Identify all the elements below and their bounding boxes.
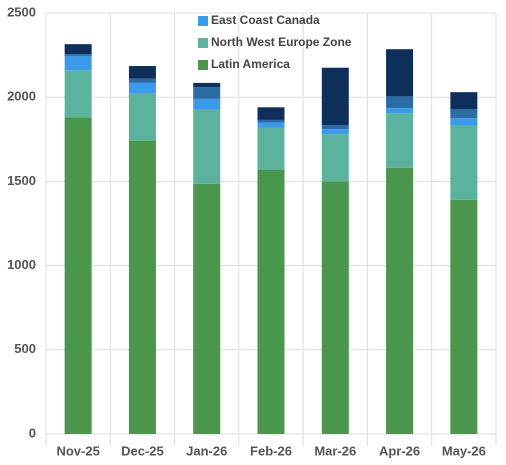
bar-segment <box>64 44 92 55</box>
legend-swatch <box>198 38 208 48</box>
bar-segment <box>64 54 92 56</box>
bar-segment <box>128 82 156 93</box>
bar-segment <box>321 181 349 434</box>
bar-segment <box>450 199 478 434</box>
bar-segment <box>321 134 349 182</box>
bar-segment <box>386 49 414 97</box>
x-tick-label: Jan-26 <box>186 443 227 458</box>
bar-segment <box>386 113 414 168</box>
bar-segment <box>64 117 92 435</box>
y-tick-label: 1000 <box>7 257 36 272</box>
bar-segment <box>193 183 221 434</box>
bar-segment <box>128 78 156 83</box>
bar-segment <box>193 82 221 88</box>
bar-segment <box>386 108 414 114</box>
bar-segment <box>257 119 285 123</box>
bar-segment <box>321 67 349 125</box>
bar-segment <box>257 122 285 128</box>
bar-segment <box>386 167 414 435</box>
bar-segment <box>321 124 349 130</box>
bar-segment <box>386 96 414 109</box>
y-tick-label: 0 <box>29 425 36 440</box>
y-tick-label: 1500 <box>7 173 36 188</box>
bar-segment <box>321 129 349 135</box>
legend-swatch <box>198 60 208 70</box>
y-tick-label: 2500 <box>7 4 36 19</box>
x-tick-label: Nov-25 <box>56 443 99 458</box>
x-tick-label: Apr-26 <box>379 443 420 458</box>
bar-segment <box>257 127 285 170</box>
legend-swatch <box>198 16 208 26</box>
bar-segment <box>193 109 221 184</box>
bar-segment <box>64 70 92 118</box>
x-tick-label: Mar-26 <box>314 443 356 458</box>
bar-segment <box>193 87 221 99</box>
bar-segment <box>257 169 285 434</box>
y-tick-label: 2000 <box>7 89 36 104</box>
bar-segment <box>257 107 285 120</box>
bar-segment <box>128 92 156 141</box>
bar-segment <box>128 140 156 434</box>
x-tick-label: May-26 <box>442 443 486 458</box>
bar-segment <box>128 66 156 79</box>
bar-segment <box>450 108 478 119</box>
bar-segment <box>193 98 221 110</box>
bar-segment <box>450 118 478 126</box>
legend-label: Latin America <box>211 57 290 71</box>
legend-label: East Coast Canada <box>211 13 320 27</box>
bar-segment <box>450 125 478 200</box>
y-tick-label: 500 <box>14 341 36 356</box>
x-tick-label: Feb-26 <box>250 443 292 458</box>
bar-segment <box>64 55 92 71</box>
x-tick-label: Dec-25 <box>121 443 164 458</box>
bar-segment <box>450 92 478 109</box>
legend-label: North West Europe Zone <box>211 35 352 49</box>
